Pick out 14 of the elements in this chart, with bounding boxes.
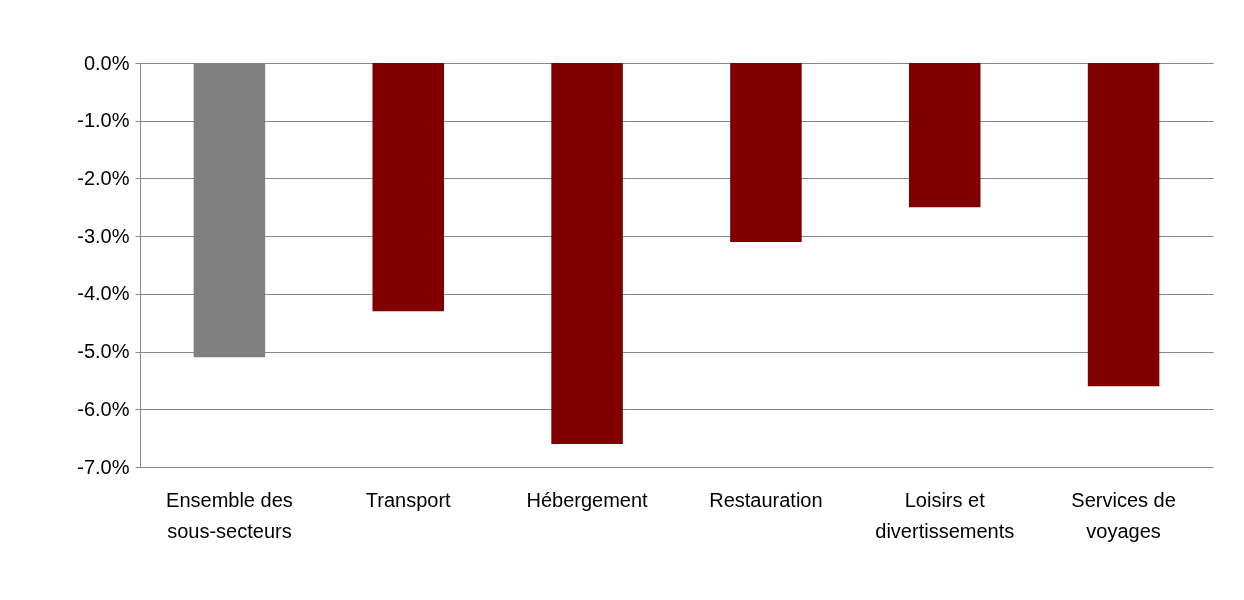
x-tick-label: Ensemble des sous-secteurs	[166, 488, 293, 542]
y-tick-label: -5.0%	[77, 340, 130, 363]
y-tick-label: -4.0%	[77, 282, 130, 305]
y-tick-label: -7.0%	[77, 455, 130, 478]
y-tick-label: -2.0%	[77, 166, 130, 189]
x-tick-label: Services de voyages	[1071, 488, 1176, 542]
x-tick-label: Transport	[365, 488, 452, 511]
y-tick-label: -3.0%	[77, 224, 130, 247]
x-tick-label: Restauration	[709, 488, 823, 511]
y-tick-label: -1.0%	[77, 109, 130, 132]
x-tick-label: Loisirs et divertissements	[875, 488, 1015, 542]
y-tick-label: -6.0%	[77, 397, 130, 420]
y-tick-label: 0.0%	[83, 51, 130, 74]
x-tick-label: Hébergement	[526, 488, 649, 511]
